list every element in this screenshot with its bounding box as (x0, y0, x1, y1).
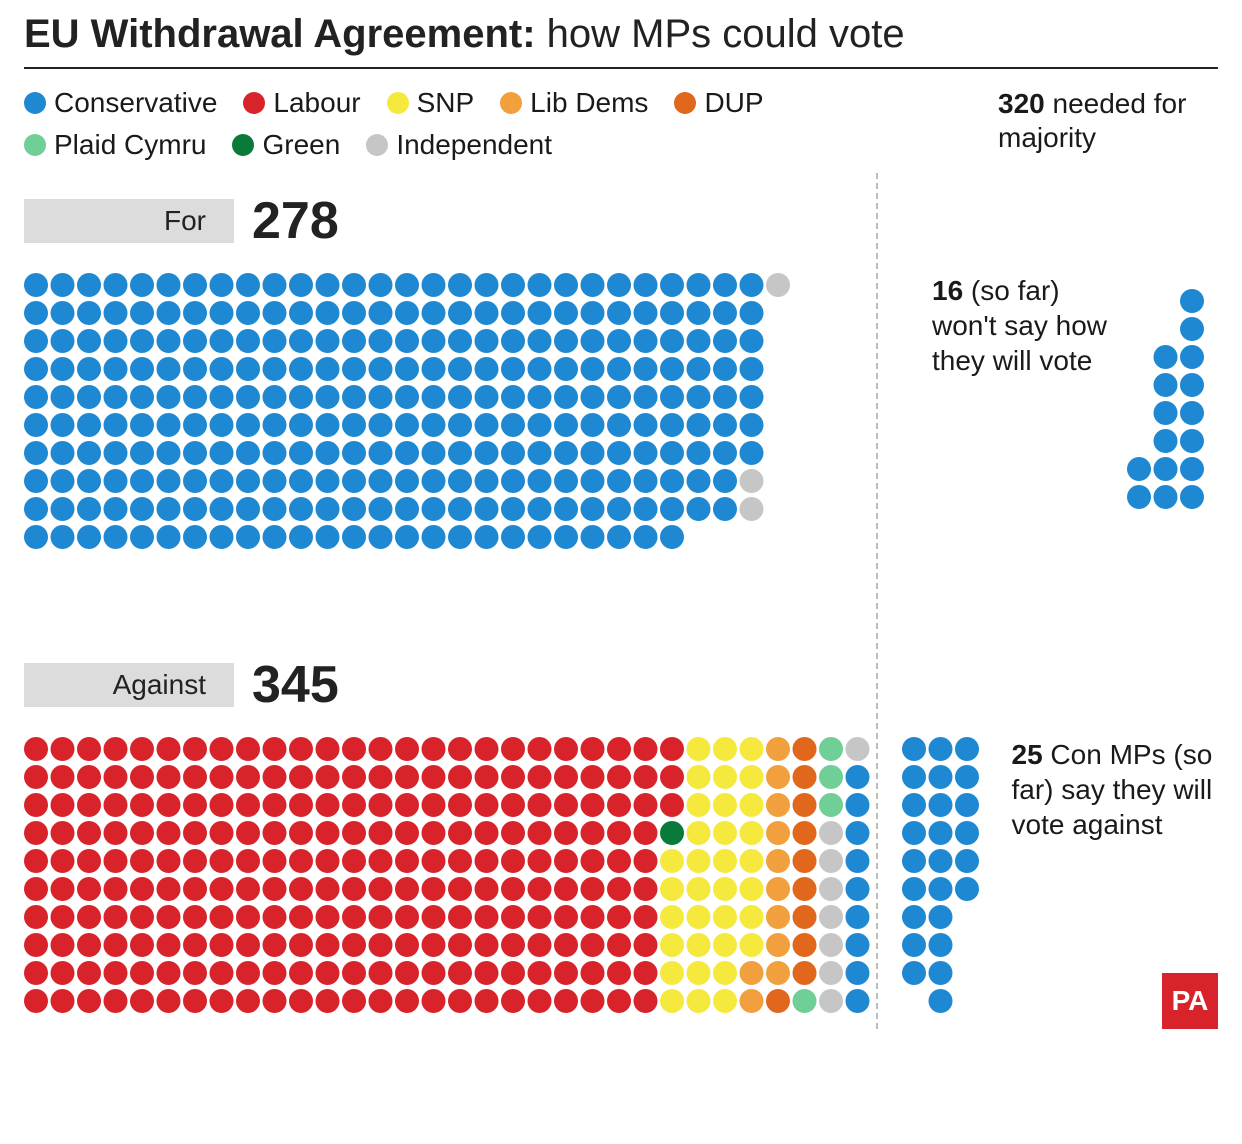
legend-item: Labour (243, 87, 360, 119)
for-dotfield (24, 273, 884, 565)
majority-number: 320 (998, 88, 1045, 119)
against-label: Against (24, 663, 234, 707)
legend-dot-icon (500, 92, 522, 114)
legend-item: SNP (387, 87, 475, 119)
legend-label: Conservative (54, 87, 217, 119)
con-against-note: 25 Con MPs (so far) say they will vote a… (1012, 737, 1219, 842)
top-row: Conservative Labour SNP Lib Dems DUP Plaid Cy… (24, 87, 1218, 161)
legend-item: Lib Dems (500, 87, 648, 119)
wontsay-number: 16 (932, 275, 963, 306)
legend-dot-icon (366, 134, 388, 156)
legend-item: Green (232, 129, 340, 161)
legend-label: Plaid Cymru (54, 129, 206, 161)
for-body: 16 (so far) won't say how they will vote (24, 273, 1218, 565)
for-section: For 278 16 (so far) won't say how they w… (24, 191, 1218, 565)
con-against-number: 25 (1012, 739, 1043, 770)
for-count: 278 (252, 191, 339, 251)
legend-label: SNP (417, 87, 475, 119)
con-against-dotfield (902, 737, 994, 1029)
legend-label: Green (262, 129, 340, 161)
legend-label: Independent (396, 129, 552, 161)
page-title: EU Withdrawal Agreement: how MPs could v… (24, 12, 1218, 57)
legend-label: Lib Dems (530, 87, 648, 119)
legend-label: Labour (273, 87, 360, 119)
con-against-bold-suffix: Con MPs (1043, 739, 1166, 770)
wontsay-dotfield (1127, 273, 1219, 509)
source-badge: PA (1162, 973, 1218, 1029)
for-header: For 278 (24, 191, 1218, 251)
against-count: 345 (252, 655, 339, 715)
legend-item: DUP (674, 87, 763, 119)
majority-note: 320 needed for majority (958, 87, 1218, 154)
legend-item: Conservative (24, 87, 217, 119)
infographic-root: EU Withdrawal Agreement: how MPs could v… (0, 0, 1242, 1053)
legend-item: Plaid Cymru (24, 129, 206, 161)
legend-item: Independent (366, 129, 552, 161)
against-dotfield (24, 737, 884, 1029)
legend-dot-icon (243, 92, 265, 114)
title-divider (24, 67, 1218, 69)
against-section: Against 345 25 Con MPs (so far) say they… (24, 655, 1218, 1029)
title-light: how MPs could vote (536, 12, 905, 56)
wontsay-group: 16 (so far) won't say how they will vote (932, 273, 1218, 509)
against-header: Against 345 (24, 655, 1218, 715)
wontsay-note: 16 (so far) won't say how they will vote (932, 273, 1109, 378)
legend: Conservative Labour SNP Lib Dems DUP Plaid Cy… (24, 87, 794, 161)
legend-dot-icon (674, 92, 696, 114)
legend-dot-icon (387, 92, 409, 114)
legend-dot-icon (24, 92, 46, 114)
against-body: 25 Con MPs (so far) say they will vote a… (24, 737, 1218, 1029)
title-bold: EU Withdrawal Agreement: (24, 12, 536, 56)
legend-dot-icon (24, 134, 46, 156)
legend-label: DUP (704, 87, 763, 119)
legend-dot-icon (232, 134, 254, 156)
for-label: For (24, 199, 234, 243)
